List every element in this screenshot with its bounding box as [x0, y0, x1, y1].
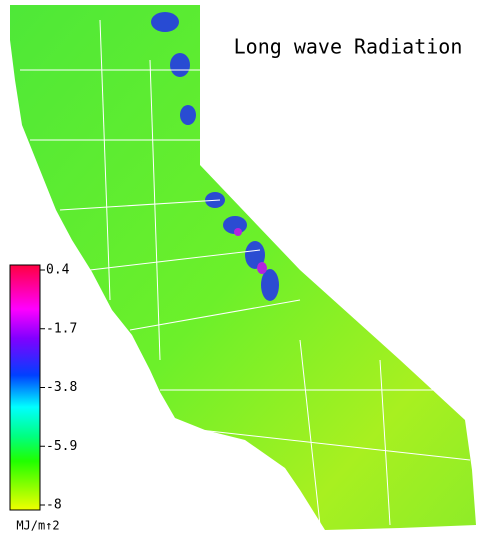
colorbar-tick-label: -8 — [46, 498, 62, 513]
county-lines — [20, 19, 471, 526]
colorbar-unit: MJ/m↑2 — [16, 519, 59, 533]
colorbar-tick-label: -1.7 — [46, 321, 77, 336]
colorbar — [9, 264, 41, 511]
california-map — [10, 5, 476, 530]
map-title: Long wave Radiation — [234, 35, 463, 59]
colorbar-tick-label: -5.9 — [46, 439, 77, 454]
colorbar-tick-label: 0.4 — [46, 263, 70, 278]
state-shape — [10, 5, 476, 530]
colorbar-tick-label: -3.8 — [46, 380, 77, 395]
